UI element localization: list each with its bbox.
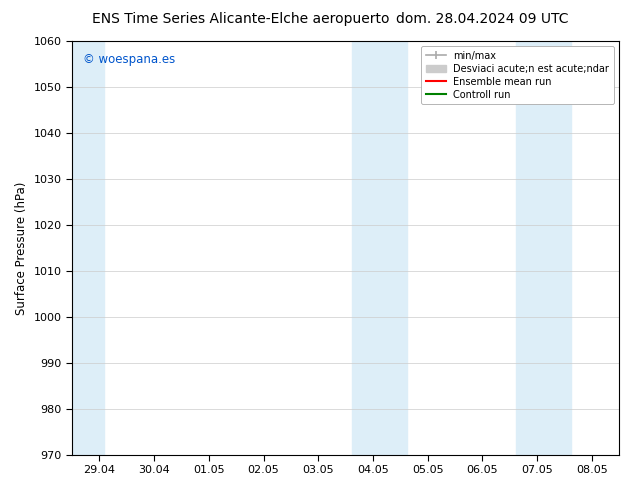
Text: © woespana.es: © woespana.es	[83, 53, 175, 67]
Bar	[516, 41, 571, 455]
Y-axis label: Surface Pressure (hPa): Surface Pressure (hPa)	[15, 181, 28, 315]
Bar	[352, 41, 407, 455]
Legend: min/max, Desviaci acute;n est acute;ndar, Ensemble mean run, Controll run: min/max, Desviaci acute;n est acute;ndar…	[422, 46, 614, 104]
Text: dom. 28.04.2024 09 UTC: dom. 28.04.2024 09 UTC	[396, 12, 568, 26]
Text: ENS Time Series Alicante-Elche aeropuerto: ENS Time Series Alicante-Elche aeropuert…	[92, 12, 390, 26]
Bar	[72, 41, 104, 455]
